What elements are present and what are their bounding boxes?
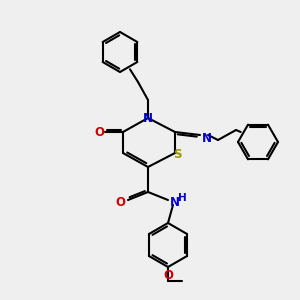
Text: N: N xyxy=(143,112,153,124)
Text: N: N xyxy=(170,196,180,208)
Text: O: O xyxy=(163,269,173,282)
Text: H: H xyxy=(178,193,187,203)
Text: S: S xyxy=(173,148,181,160)
Text: O: O xyxy=(115,196,125,208)
Text: N: N xyxy=(202,131,212,145)
Text: O: O xyxy=(94,125,104,139)
